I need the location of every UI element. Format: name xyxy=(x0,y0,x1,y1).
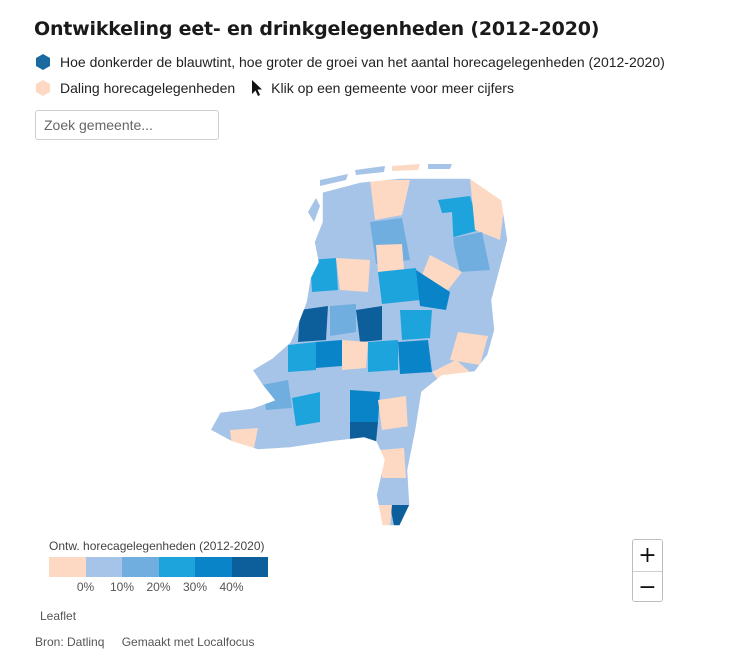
legend-growth-text: Hoe donkerder de blauwtint, hoe groter d… xyxy=(60,54,665,70)
color-scale-bar xyxy=(49,557,268,577)
municipality-area[interactable] xyxy=(368,340,398,372)
municipality-area[interactable] xyxy=(378,268,420,304)
scale-swatch-2 xyxy=(122,557,159,577)
search-municipality-input[interactable] xyxy=(35,110,219,140)
scale-swatch-1 xyxy=(85,557,122,577)
municipality-area[interactable] xyxy=(370,180,410,220)
scale-swatch-5 xyxy=(231,557,268,577)
municipality-area[interactable] xyxy=(425,212,454,252)
municipality-area[interactable] xyxy=(342,340,368,370)
scale-label: 30% xyxy=(182,580,208,594)
municipality-area[interactable] xyxy=(262,380,292,410)
leaflet-attribution-link[interactable]: Leaflet xyxy=(40,609,77,623)
municipality-area[interactable] xyxy=(320,390,350,422)
municipality-area[interactable] xyxy=(292,392,320,426)
scale-label: 20% xyxy=(146,580,171,594)
legend-click-text: Klik op een gemeente voor meer cijfers xyxy=(271,80,514,96)
municipality-area[interactable] xyxy=(310,258,338,292)
municipality-area[interactable] xyxy=(450,332,488,365)
scale-label: 0% xyxy=(76,580,95,594)
municipality-area[interactable] xyxy=(336,258,370,292)
municipality-area[interactable] xyxy=(322,184,365,238)
legend-decline: Daling horecagelegenheden Klik op een ge… xyxy=(34,79,514,97)
cursor-icon xyxy=(252,80,263,96)
scale-swatch-4 xyxy=(195,557,232,577)
municipality-area[interactable] xyxy=(298,306,328,342)
scale-labels: 0% 10% 20% 30% 40% xyxy=(49,580,269,596)
footer: Bron: Datlinq Gemaakt met Localfocus xyxy=(35,635,254,649)
municipality-area[interactable] xyxy=(356,306,382,342)
municipality-area[interactable] xyxy=(452,232,490,272)
scale-swatch-0 xyxy=(49,557,86,577)
scale-label: 40% xyxy=(219,580,244,594)
municipality-area[interactable] xyxy=(330,304,356,336)
municipality-area[interactable] xyxy=(350,390,380,422)
municipality-area[interactable] xyxy=(470,178,505,240)
hexagon-peach-icon xyxy=(36,80,50,96)
municipality-area[interactable] xyxy=(288,342,316,372)
page-title: Ontwikkeling eet- en drinkgelegenheden (… xyxy=(34,18,600,40)
hexagon-blue-icon xyxy=(36,54,50,70)
netherlands-municipality-map[interactable] xyxy=(170,160,550,540)
zoom-divider xyxy=(633,571,662,572)
zoom-control: + − xyxy=(632,539,663,602)
municipality-area[interactable] xyxy=(378,396,410,430)
legend-growth: Hoe donkerder de blauwtint, hoe groter d… xyxy=(34,53,665,71)
legend-decline-text: Daling horecagelegenheden xyxy=(60,80,236,96)
source-text: Bron: Datlinq xyxy=(35,635,105,649)
zoom-in-button[interactable]: + xyxy=(633,540,662,571)
municipality-area[interactable] xyxy=(416,270,450,310)
municipality-area[interactable] xyxy=(398,340,432,374)
zoom-out-button[interactable]: − xyxy=(633,572,662,601)
made-with-link[interactable]: Gemaakt met Localfocus xyxy=(121,635,255,649)
municipality-area[interactable] xyxy=(400,310,432,340)
scale-swatch-3 xyxy=(158,557,195,577)
municipality-area[interactable] xyxy=(450,292,490,335)
municipality-area[interactable] xyxy=(380,448,406,478)
municipality-area[interactable] xyxy=(382,480,408,505)
municipality-area[interactable] xyxy=(350,422,378,442)
scale-label: 10% xyxy=(109,580,135,594)
municipality-area[interactable] xyxy=(376,244,404,272)
scale-title: Ontw. horecagelegenheden (2012-2020) xyxy=(49,539,265,553)
municipality-area[interactable] xyxy=(316,340,342,368)
